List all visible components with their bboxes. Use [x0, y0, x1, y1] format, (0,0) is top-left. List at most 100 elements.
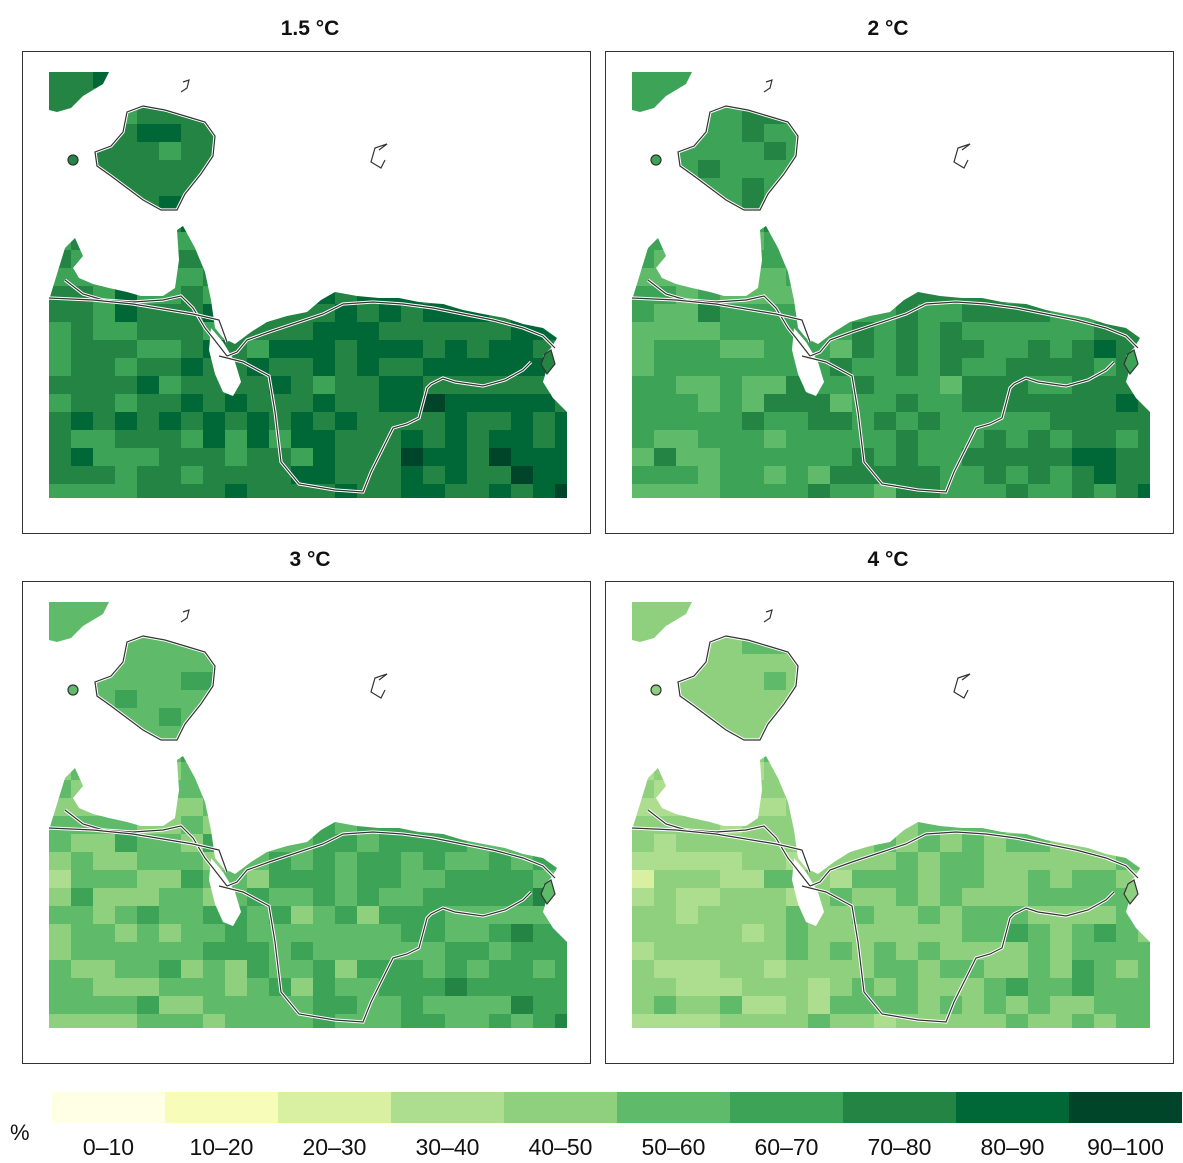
raster-cell [313, 618, 336, 637]
raster-cell [71, 1014, 94, 1028]
raster-cell [940, 322, 963, 341]
raster-cell [489, 798, 512, 817]
raster-cell [940, 960, 963, 979]
raster-cell [313, 636, 336, 655]
raster-cell [1138, 142, 1150, 161]
raster-cell [203, 286, 226, 305]
raster-cell [632, 412, 655, 431]
raster-cell [533, 762, 556, 781]
raster-cell [764, 160, 787, 179]
raster-cell [698, 672, 721, 691]
raster-cell [137, 636, 160, 655]
raster-cell [786, 430, 809, 449]
raster-cell [423, 780, 446, 799]
raster-cell [181, 72, 204, 89]
raster-cell [335, 672, 358, 691]
raster-cell [423, 816, 446, 835]
raster-cell [115, 924, 138, 943]
raster-cell [445, 816, 468, 835]
raster-cell [984, 744, 1007, 763]
raster-cell [203, 924, 226, 943]
raster-cell [808, 430, 831, 449]
raster-cell [676, 726, 699, 745]
raster-cell [764, 672, 787, 691]
raster-cell [874, 430, 897, 449]
raster-cell [379, 978, 402, 997]
raster-cell [291, 924, 314, 943]
raster-cell [830, 924, 853, 943]
raster-cell [830, 106, 853, 125]
raster-cell [808, 726, 831, 745]
raster-cell [1138, 618, 1150, 637]
raster-cell [654, 618, 677, 637]
raster-cell [423, 124, 446, 143]
raster-cell [555, 214, 567, 233]
raster-cell [984, 106, 1007, 125]
raster-cell [423, 484, 446, 498]
raster-cell [1094, 1014, 1117, 1028]
raster-cell [533, 72, 556, 89]
raster-cell [632, 214, 655, 233]
raster-cell [1072, 1014, 1095, 1028]
raster-cell [1072, 160, 1095, 179]
raster-cell [1094, 690, 1117, 709]
raster-cell [269, 484, 292, 498]
raster-cell [335, 870, 358, 889]
raster-cell [159, 654, 182, 673]
raster-cell [181, 286, 204, 305]
raster-cell [632, 1014, 655, 1028]
raster-cell [874, 106, 897, 125]
raster-cell [698, 142, 721, 161]
raster-cell [379, 602, 402, 619]
raster-cell [467, 942, 490, 961]
raster-cell [918, 780, 941, 799]
raster-cell [401, 636, 424, 655]
raster-cell [1006, 996, 1029, 1015]
raster-cell [874, 978, 897, 997]
raster-cell [764, 484, 787, 498]
raster-cell [918, 250, 941, 269]
raster-cell [379, 448, 402, 467]
raster-cell [181, 888, 204, 907]
raster-cell [291, 394, 314, 413]
island-outline [94, 105, 216, 211]
raster-cell [830, 340, 853, 359]
raster-cell [764, 124, 787, 143]
raster-cell [654, 448, 677, 467]
raster-cell [742, 142, 765, 161]
raster-cell [676, 906, 699, 925]
raster-cell [71, 978, 94, 997]
raster-cell [445, 672, 468, 691]
raster-cell [896, 250, 919, 269]
raster-cell [49, 124, 72, 143]
raster-cell [313, 978, 336, 997]
raster-cell [247, 960, 270, 979]
raster-cell [940, 358, 963, 377]
raster-cell [181, 412, 204, 431]
raster-cell [357, 394, 380, 413]
raster-cell [467, 340, 490, 359]
raster-cell [1072, 870, 1095, 889]
raster-cell [247, 394, 270, 413]
raster-cell [555, 762, 567, 781]
raster-cell [1006, 358, 1029, 377]
raster-cell [203, 996, 226, 1015]
raster-cell [764, 430, 787, 449]
raster-cell [423, 636, 446, 655]
raster-cell [291, 322, 314, 341]
raster-cell [984, 232, 1007, 251]
raster-cell [1072, 726, 1095, 745]
raster-cell [357, 888, 380, 907]
raster-cell [467, 1014, 490, 1028]
raster-cell [1050, 960, 1073, 979]
raster-cell [423, 924, 446, 943]
raster-cell [49, 780, 72, 799]
raster-cell [291, 412, 314, 431]
raster-cell [896, 124, 919, 143]
raster-cell [962, 602, 985, 619]
raster-cell [181, 654, 204, 673]
raster-cell [511, 996, 534, 1015]
raster-cell [1072, 394, 1095, 413]
raster-cell [896, 906, 919, 925]
legend-swatch [391, 1092, 504, 1123]
